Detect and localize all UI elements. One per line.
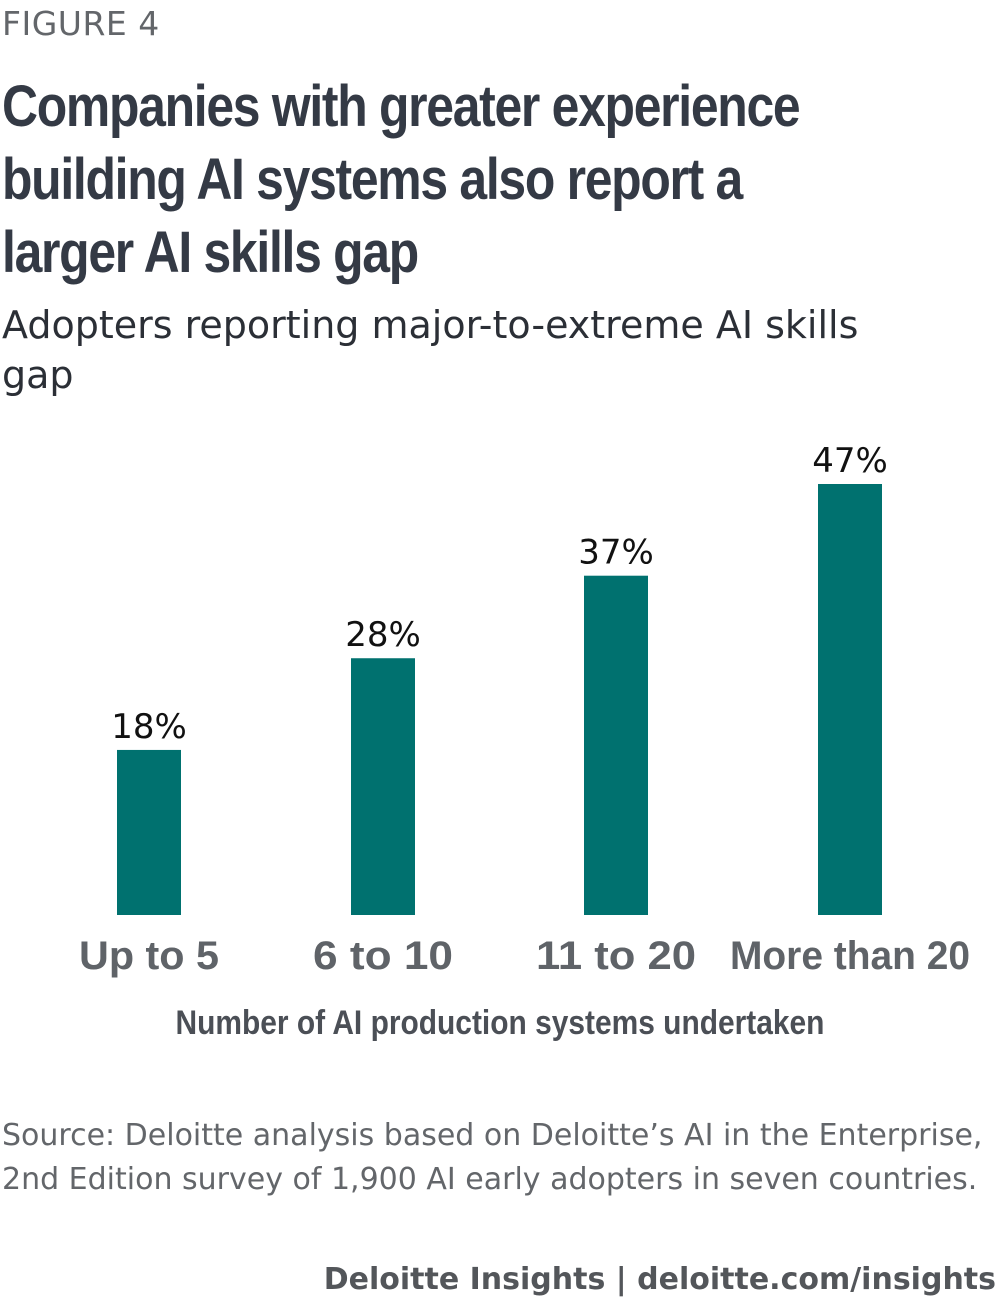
- bar-2: [584, 575, 648, 915]
- figure-label: FIGURE 4: [2, 4, 160, 43]
- bar-0: [117, 749, 181, 915]
- value-label-2: 37%: [578, 533, 654, 573]
- x-axis-title: Number of AI production systems undertak…: [175, 1004, 825, 1042]
- bar-3: [818, 484, 882, 915]
- chart-plot-area: 18% Up to 5 28% 6 to 10 37% 11 to 20 47% More t…: [79, 441, 970, 978]
- bar-chart: 18% Up to 5 28% 6 to 10 37% 11 to 20 47% More t…: [0, 430, 1000, 1070]
- category-label-2: 11 to 20: [536, 934, 696, 978]
- category-label-3: More than 20: [730, 934, 970, 978]
- chart-subtitle: Adopters reporting major-to-extreme AI s…: [2, 303, 859, 397]
- chart-title: Companies with greater experience buildi…: [2, 74, 801, 285]
- value-label-0: 18%: [111, 707, 187, 747]
- bar-1: [351, 658, 415, 915]
- category-label-1: 6 to 10: [313, 934, 453, 978]
- value-label-3: 47%: [812, 441, 888, 481]
- value-label-1: 28%: [345, 615, 421, 655]
- source-note: Source: Deloitte analysis based on Deloi…: [2, 1118, 983, 1197]
- footer-credit: Deloitte Insights | deloitte.com/insight…: [323, 1262, 996, 1297]
- category-label-0: Up to 5: [79, 934, 219, 978]
